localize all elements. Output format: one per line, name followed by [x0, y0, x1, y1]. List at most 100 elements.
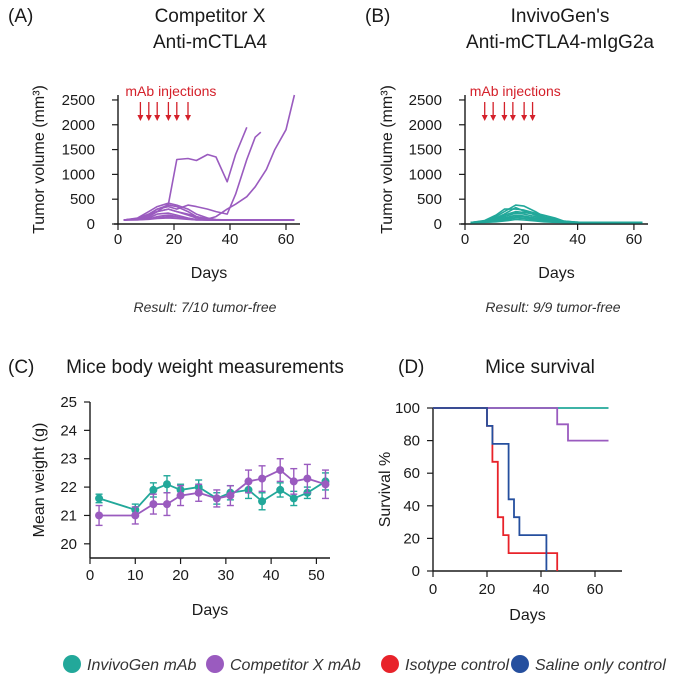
- panel-d-x-tick-label: 20: [479, 581, 496, 598]
- panel-c-y-tick-label: 21: [60, 507, 77, 524]
- panel-b-tumor-line: [470, 218, 643, 224]
- panel-a-injection-arrowhead: [173, 115, 180, 121]
- panel-c-competitor-point: [321, 480, 330, 489]
- panel-c-invivogen-point: [162, 480, 171, 489]
- panel-c-competitor-point: [303, 474, 312, 483]
- panel-b-y-axis-label: Tumor volume (mm³): [379, 85, 396, 234]
- panel-b-x-tick-label: 40: [569, 231, 586, 248]
- panel-b-y-tick-label: 2500: [409, 92, 442, 109]
- panel-c-invivogen-point: [289, 494, 298, 503]
- legend-marker: [63, 655, 81, 673]
- panel-c-x-tick-label: 30: [218, 567, 235, 584]
- panel-b-x-tick-label: 60: [626, 231, 643, 248]
- panel-d-x-axis-label: Days: [509, 607, 545, 624]
- panel-d-x-tick-label: 60: [587, 581, 604, 598]
- panel-d-letter: (D): [398, 357, 424, 378]
- panel-d-x-tick-label: 40: [533, 581, 550, 598]
- panel-a-x-axis-label: Days: [191, 265, 227, 282]
- panel-d-y-tick-label: 20: [403, 530, 420, 547]
- panel-a-x-tick-label: 0: [114, 231, 122, 248]
- panel-c-competitor-point: [289, 477, 298, 486]
- panel-a-x-tick-label: 60: [278, 231, 295, 248]
- panel-b-injection-arrowhead: [501, 115, 508, 121]
- panel-b-x-tick-label: 0: [461, 231, 469, 248]
- legend: InvivoGen mAb Competitor X mAb Isotype con…: [63, 655, 666, 674]
- panel-a-injection-arrowhead: [165, 115, 172, 121]
- panel-b-y-tick-label: 500: [417, 191, 442, 208]
- panel-a-y-tick-label: 500: [70, 191, 95, 208]
- panel-d-y-tick-label: 0: [412, 563, 420, 580]
- panel-c-x-tick-label: 40: [263, 567, 280, 584]
- panel-c-chart: 20 21 22 23 24 25 0 10 20 30 40 50 Days Mean weight (…: [31, 394, 330, 619]
- panel-b-y-tick-label: 0: [434, 216, 442, 233]
- panel-c-competitor-point: [162, 500, 171, 509]
- panel-c-competitor-point: [95, 511, 104, 520]
- panel-c-x-axis-label: Days: [192, 602, 228, 619]
- panel-a-y-tick-label: 1500: [62, 142, 95, 159]
- panel-d-y-axis-label: Survival %: [377, 452, 394, 528]
- legend-marker: [381, 655, 399, 673]
- panel-b-result: Result: 9/9 tumor-free: [485, 299, 620, 315]
- panel-c-x-tick-label: 10: [127, 567, 144, 584]
- panel-c-competitor-point: [244, 477, 253, 486]
- panel-a-injection-arrowhead: [154, 115, 161, 121]
- panel-a-injection-label: mAb injections: [125, 83, 216, 99]
- panel-c-competitor-point: [276, 466, 285, 475]
- panel-a-injection-arrowhead: [137, 115, 144, 121]
- legend-label: Isotype control: [405, 657, 510, 674]
- panel-d-title: Mice survival: [485, 357, 595, 378]
- panel-c-competitor-point: [258, 474, 267, 483]
- panel-d-saline-survival-line: [433, 407, 548, 571]
- panel-a-y-axis-label: Tumor volume (mm³): [31, 85, 48, 234]
- panel-c-competitor-point: [176, 491, 185, 500]
- panel-d-isotype-survival-line: [433, 407, 559, 571]
- panel-b-y-tick-label: 2000: [409, 117, 442, 134]
- panel-b-title-line2: Anti-mCTLA4-mIgG2a: [466, 32, 654, 53]
- panel-c-letter: (C): [8, 357, 34, 378]
- panel-d-chart: 0 20 40 60 80 100 0 20 40 60 Days Survival %: [377, 400, 622, 624]
- panel-d-y-tick-label: 40: [403, 498, 420, 515]
- legend-marker: [511, 655, 529, 673]
- panel-b-injection-label: mAb injections: [470, 83, 561, 99]
- panel-c-y-tick-label: 25: [60, 394, 77, 411]
- panel-b-y-tick-label: 1000: [409, 166, 442, 183]
- panel-d-competitor-survival-line: [433, 407, 609, 442]
- panel-b-injection-arrowhead: [509, 115, 516, 121]
- panel-c-competitor-point: [149, 500, 158, 509]
- panel-a-title-line2: Anti-mCTLA4: [153, 32, 267, 53]
- panel-c-invivogen-point: [95, 494, 104, 503]
- panel-a-title-line1: Competitor X: [155, 6, 266, 27]
- panel-a-result: Result: 7/10 tumor-free: [134, 299, 277, 315]
- panel-a-y-tick-label: 1000: [62, 166, 95, 183]
- panel-c-invivogen-point: [258, 497, 267, 506]
- panel-c-title: Mice body weight measurements: [66, 357, 344, 378]
- panel-a-y-tick-label: 2500: [62, 92, 95, 109]
- panel-b-x-axis-label: Days: [538, 265, 574, 282]
- panel-c-x-tick-label: 0: [86, 567, 94, 584]
- panel-a-y-tick-label: 0: [87, 216, 95, 233]
- legend-marker: [206, 655, 224, 673]
- panel-c-y-tick-label: 22: [60, 479, 77, 496]
- panel-b-injection-arrowhead: [521, 115, 528, 121]
- panel-b-x-tick-label: 20: [513, 231, 530, 248]
- panel-d-x-tick-label: 0: [429, 581, 437, 598]
- panel-c-competitor-point: [226, 491, 235, 500]
- panel-d-y-tick-label: 60: [403, 465, 420, 482]
- panel-b-letter: (B): [365, 6, 390, 27]
- panel-a-chart: 0 500 1000 1500 2000 2500 0 20 40 60 Days Tumor vol…: [31, 83, 300, 282]
- panel-a-x-tick-label: 20: [166, 231, 183, 248]
- panel-a-injection-arrowhead: [185, 115, 191, 121]
- panel-b-injection-arrowhead: [490, 115, 497, 121]
- panel-b-chart: 0 500 1000 1500 2000 2500 0 20 40 60 Days Tumor vol…: [379, 83, 648, 282]
- panel-a-letter: (A): [8, 6, 33, 27]
- panel-c-y-tick-label: 20: [60, 536, 77, 553]
- legend-label: InvivoGen mAb: [87, 657, 196, 674]
- panel-c-invivogen-point: [149, 485, 158, 494]
- panel-c-y-tick-label: 24: [60, 422, 77, 439]
- panel-d-y-tick-label: 100: [395, 400, 420, 417]
- panel-b-y-tick-label: 1500: [409, 142, 442, 159]
- panel-c-invivogen-point: [276, 485, 285, 494]
- panel-c-y-axis-label: Mean weight (g): [31, 423, 48, 538]
- panel-c-competitor-point: [194, 488, 203, 497]
